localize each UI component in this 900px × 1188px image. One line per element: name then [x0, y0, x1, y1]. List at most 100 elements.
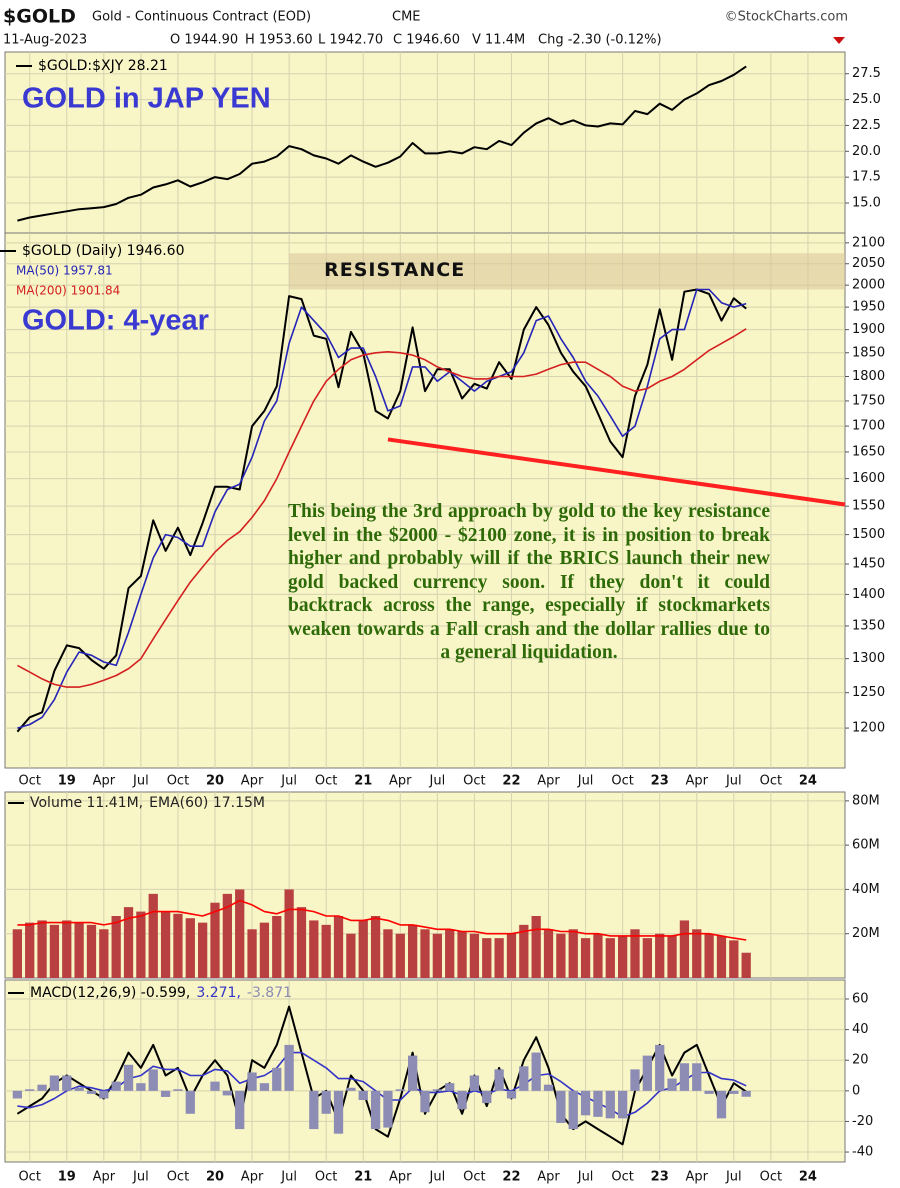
x-tick-label: Oct [18, 1170, 40, 1185]
bar [111, 916, 121, 978]
x-tick-label: Oct [315, 1170, 337, 1185]
y-tick-label: 17.5 [852, 170, 881, 185]
panel-label: GOLD: 4-year [22, 305, 209, 337]
series-line [16, 1005, 747, 1146]
bar [519, 924, 529, 978]
bar [642, 1055, 652, 1091]
legend-label: EMA(60) 17.15M [149, 795, 265, 811]
bar [37, 920, 47, 978]
x-tick-label: Apr [93, 1170, 116, 1185]
bar [185, 918, 195, 978]
panel-label: GOLD in JAP YEN [22, 83, 271, 115]
bar [716, 1090, 727, 1119]
bar [321, 1090, 331, 1114]
x-tick-label: Oct [611, 1170, 633, 1185]
bar [37, 1084, 47, 1091]
bar [198, 922, 208, 978]
y-tick-label: 1450 [852, 556, 885, 571]
bar [457, 931, 467, 978]
x-tick-label: 21 [354, 774, 372, 789]
legend-label: Volume 11.41M, [30, 795, 143, 811]
y-tick-label: 1750 [852, 393, 885, 408]
x-tick-label: Oct [315, 774, 337, 789]
bar [49, 1075, 60, 1091]
x-tick-label: Oct [167, 774, 189, 789]
y-tick-label: 60M [852, 838, 880, 853]
bar [272, 916, 282, 978]
y-tick-label: 1800 [852, 369, 885, 384]
x-tick-label: Apr [686, 1170, 709, 1185]
date: 11-Aug-2023 [3, 33, 87, 48]
bar [618, 935, 628, 978]
plot-area [5, 980, 845, 1162]
y-tick-label: 2100 [852, 235, 885, 250]
x-tick-label: 23 [651, 774, 669, 789]
x-tick-label: 19 [58, 1170, 76, 1185]
x-tick-label: Oct [463, 774, 485, 789]
y-tick-label: 1250 [852, 685, 885, 700]
y-tick-label: 1850 [852, 345, 885, 360]
legend-label: MA(50) 1957.81 [16, 264, 113, 278]
x-tick-label: Jul [577, 774, 594, 789]
y-tick-label: 1650 [852, 444, 885, 459]
bar [457, 1090, 467, 1110]
bar [642, 938, 652, 978]
bar [296, 907, 307, 978]
y-tick-label: 2050 [852, 256, 885, 271]
resistance-band [289, 253, 845, 290]
bar [173, 913, 183, 978]
bar [383, 929, 393, 978]
bar [333, 1090, 344, 1134]
x-tick-label: Jul [280, 774, 297, 789]
x-tick-label: Apr [241, 774, 264, 789]
x-tick-label: 23 [651, 1170, 669, 1185]
bar [247, 929, 257, 978]
bar [494, 938, 504, 978]
bar [86, 924, 97, 978]
x-tick-label: Apr [389, 1170, 412, 1185]
bar [543, 929, 554, 978]
x-tick-label: 24 [799, 774, 817, 789]
x-tick-label: Oct [760, 774, 782, 789]
series-line [17, 65, 747, 222]
bar [679, 920, 690, 978]
bar [704, 1090, 714, 1094]
description: Gold - Continuous Contract (EOD) [92, 10, 311, 25]
x-tick-label: Apr [537, 1170, 560, 1185]
bar [62, 1075, 72, 1091]
y-tick-label: 15.0 [852, 196, 881, 211]
low: L 1942.70 [318, 33, 383, 48]
exchange: CME [392, 10, 421, 25]
bar [123, 1064, 134, 1091]
x-tick-label: Jul [725, 774, 742, 789]
bar [74, 922, 84, 978]
y-tick-label: 1300 [852, 651, 885, 666]
bar [395, 1089, 405, 1091]
x-tick-label: Oct [167, 1170, 189, 1185]
high: H 1953.60 [245, 33, 313, 48]
bar [185, 1090, 195, 1114]
y-tick-label: 1950 [852, 300, 885, 315]
bar [259, 1083, 270, 1091]
bar [49, 924, 60, 978]
bar [408, 924, 418, 978]
bar [321, 924, 331, 978]
bar [519, 1066, 529, 1091]
x-tick-label: Apr [93, 774, 116, 789]
legend-label: $GOLD (Daily) 1946.60 [22, 243, 185, 259]
y-tick-label: 20M [852, 926, 880, 941]
y-tick-label: 1600 [852, 471, 885, 486]
bar [173, 1089, 183, 1091]
bar [25, 1089, 35, 1091]
down-arrow [833, 37, 845, 44]
bar [494, 1069, 504, 1091]
bar [556, 933, 566, 978]
bar [12, 1090, 22, 1099]
x-tick-label: Apr [389, 774, 412, 789]
bar [531, 1052, 541, 1091]
y-tick-label: 40 [852, 1022, 869, 1037]
series-line [16, 288, 747, 733]
bar [618, 1090, 628, 1119]
close: C 1946.60 [393, 33, 460, 48]
